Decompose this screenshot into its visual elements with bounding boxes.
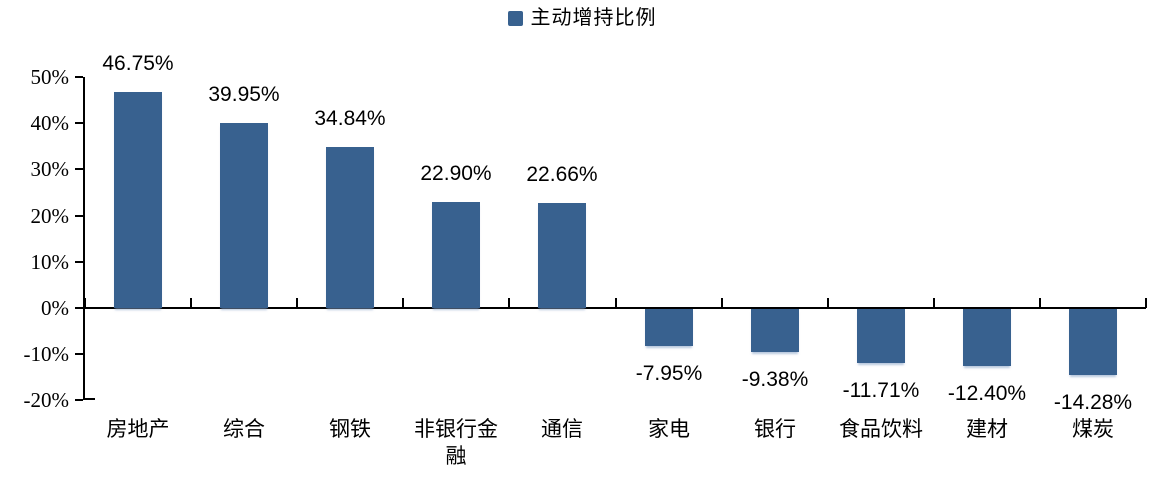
y-axis-tick-label: 0% <box>41 296 69 320</box>
category-label: 非银行金融 <box>414 417 498 468</box>
x-axis-tick <box>827 298 829 308</box>
x-axis-tick <box>190 298 192 308</box>
x-axis-tick <box>615 298 617 308</box>
category-label: 综合 <box>223 417 265 441</box>
bar-房地产 <box>114 92 162 308</box>
y-axis-tick-label: -10% <box>23 342 70 366</box>
y-axis-end-tick <box>85 398 95 400</box>
data-label: -9.38% <box>741 368 809 391</box>
chart-legend: 主动增持比例 <box>0 7 1164 29</box>
y-axis-tick <box>75 399 83 401</box>
category-label: 建材 <box>966 417 1008 441</box>
y-axis-line <box>83 77 85 400</box>
bar-综合 <box>220 123 268 308</box>
bar-煤炭 <box>1069 309 1117 375</box>
y-axis-tick-label: 50% <box>30 65 70 89</box>
category-label: 钢铁 <box>329 417 371 441</box>
data-label: 22.66% <box>526 163 598 186</box>
bar-食品饮料 <box>857 309 905 363</box>
y-axis-tick-label: 30% <box>30 157 70 181</box>
data-label: 22.90% <box>420 162 492 185</box>
y-axis-tick <box>75 215 83 217</box>
y-axis-tick-label: 40% <box>30 111 70 135</box>
y-axis-tick <box>75 122 83 124</box>
y-axis-tick-label: -20% <box>23 388 70 412</box>
category-label: 食品饮料 <box>839 417 923 441</box>
legend-swatch <box>507 10 523 26</box>
y-axis-tick-label: 10% <box>30 250 70 274</box>
bar-银行 <box>751 309 799 352</box>
data-label: -12.40% <box>947 382 1027 405</box>
x-axis-tick <box>721 298 723 308</box>
data-label: 39.95% <box>208 83 280 106</box>
data-label: -11.71% <box>842 379 920 402</box>
bar-钢铁 <box>326 147 374 308</box>
x-axis-line <box>83 307 1146 309</box>
bar-家电 <box>645 309 693 346</box>
x-axis-tick <box>296 298 298 308</box>
category-label: 房地产 <box>106 417 170 441</box>
x-axis-tick <box>1145 298 1147 308</box>
bar-通信 <box>538 203 586 308</box>
category-label: 煤炭 <box>1072 417 1114 441</box>
legend-label: 主动增持比例 <box>530 7 657 29</box>
y-axis-tick <box>75 261 83 263</box>
category-label: 家电 <box>648 417 690 441</box>
x-axis-tick <box>1039 298 1041 308</box>
y-axis-tick <box>75 168 83 170</box>
data-label: -14.28% <box>1053 391 1133 414</box>
bar-非银行金融 <box>432 202 480 308</box>
x-axis-tick <box>84 298 86 308</box>
data-label: -7.95% <box>635 362 703 385</box>
data-label: 34.84% <box>314 107 386 130</box>
bar-建材 <box>963 309 1011 366</box>
x-axis-tick <box>933 298 935 308</box>
category-label: 银行 <box>754 417 796 441</box>
data-label: 46.75% <box>102 52 174 75</box>
category-label: 通信 <box>541 417 583 441</box>
y-axis-tick <box>75 307 83 309</box>
y-axis-tick <box>75 353 83 355</box>
x-axis-tick <box>402 298 404 308</box>
y-axis-tick-label: 20% <box>30 204 70 228</box>
y-axis-tick <box>75 76 83 78</box>
x-axis-tick <box>508 298 510 308</box>
